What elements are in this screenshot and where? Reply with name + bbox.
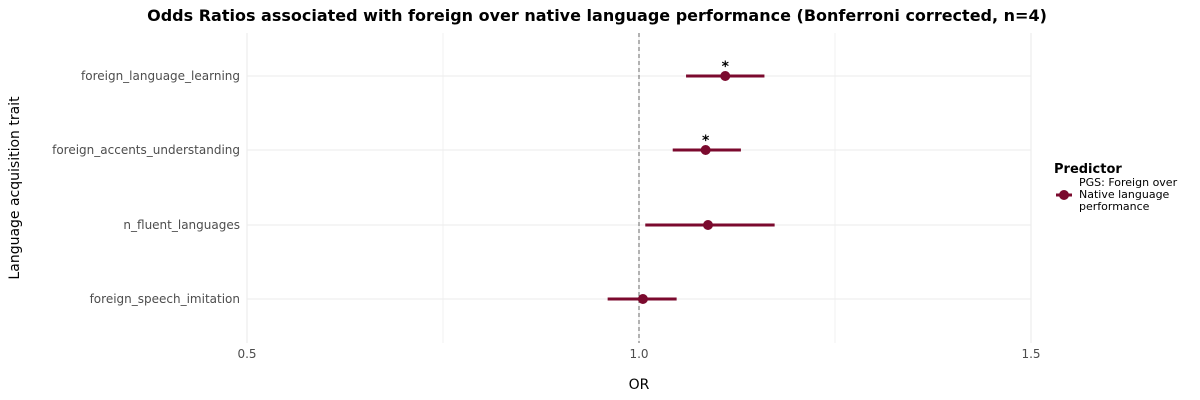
y-tick-label: foreign_accents_understanding bbox=[52, 143, 240, 157]
y-axis-title: Language acquisition trait bbox=[7, 96, 23, 280]
legend-label-line: Native language bbox=[1079, 188, 1170, 201]
legend-title: Predictor bbox=[1054, 162, 1122, 177]
significance-label: * bbox=[702, 133, 710, 149]
legend-label-line: PGS: Foreign over bbox=[1079, 176, 1178, 189]
legend-label-line: performance bbox=[1079, 200, 1150, 213]
significance-label: * bbox=[722, 59, 730, 75]
x-tick-label: 1.5 bbox=[1021, 347, 1040, 361]
x-tick-label: 1.0 bbox=[629, 347, 648, 361]
odds-ratio-point bbox=[702, 220, 713, 230]
chart-title: Odds Ratios associated with foreign over… bbox=[147, 6, 1047, 25]
x-axis-title: OR bbox=[629, 377, 650, 393]
legend-key-point bbox=[1059, 190, 1069, 200]
tick-labels: 0.5 1.0 1.5 foreign_language_learningforeig… bbox=[52, 69, 1040, 361]
data-marks: ** bbox=[607, 59, 775, 304]
x-tick-label: 0.5 bbox=[237, 347, 256, 361]
y-tick-label: foreign_speech_imitation bbox=[90, 292, 240, 306]
y-tick-label: n_fluent_languages bbox=[123, 218, 240, 232]
odds-ratio-point bbox=[720, 71, 731, 81]
odds-ratio-point bbox=[700, 145, 711, 155]
y-tick-label: foreign_language_learning bbox=[81, 69, 240, 83]
odds-ratio-point bbox=[637, 294, 648, 304]
